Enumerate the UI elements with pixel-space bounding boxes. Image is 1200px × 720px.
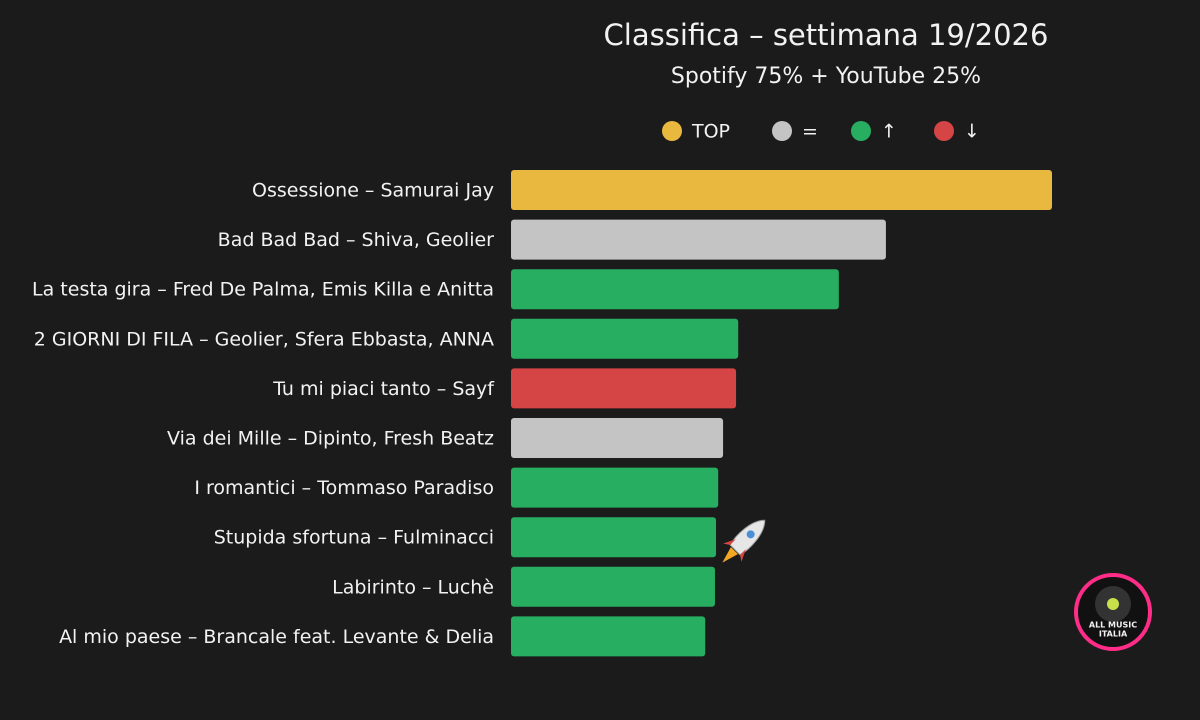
bar (511, 616, 706, 657)
logo-text: ALL MUSIC (1089, 621, 1137, 630)
y-tick-label: I romantici – Tommaso Paradiso (194, 477, 494, 499)
bar (511, 170, 1052, 210)
legend-swatch (851, 121, 871, 141)
y-tick-label: La testa gira – Fred De Palma, Emis Kill… (32, 279, 494, 301)
bar (511, 566, 715, 607)
legend-label: ↓ (964, 121, 980, 143)
chart-subtitle: Spotify 75% + YouTube 25% (671, 64, 981, 89)
bar (511, 517, 717, 558)
bar (511, 368, 737, 409)
chart-title: Classifica – settimana 19/2026 (604, 18, 1049, 52)
legend-swatch (772, 121, 792, 141)
bar (511, 418, 724, 458)
y-tick-label: Bad Bad Bad – Shiva, Geolier (218, 229, 495, 251)
legend-label: TOP (691, 121, 730, 143)
y-tick-label: Ossessione – Samurai Jay (252, 180, 494, 202)
y-tick-label: Via dei Mille – Dipinto, Fresh Beatz (167, 428, 494, 450)
y-tick-label: Tu mi piaci tanto – Sayf (272, 378, 495, 400)
legend-label: ↑ (881, 121, 897, 143)
rocket (722, 519, 766, 563)
bar (511, 219, 886, 260)
y-tick-label: Al mio paese – Brancale feat. Levante & … (59, 626, 494, 648)
bar (511, 269, 839, 310)
legend-swatch (662, 121, 682, 141)
y-tick-label: Labirinto – Luchè (332, 576, 494, 598)
y-tick-label: 2 GIORNI DI FILA – Geolier, Sfera Ebbast… (34, 328, 494, 350)
logo: ALL MUSIC ITALIA (1074, 573, 1152, 651)
legend-swatch (934, 121, 954, 141)
logo-text: ITALIA (1099, 630, 1128, 639)
bar (511, 467, 719, 508)
y-tick-label: Stupida sfortuna – Fulminacci (214, 527, 494, 549)
bar (511, 318, 739, 359)
legend-label: = (802, 121, 818, 143)
